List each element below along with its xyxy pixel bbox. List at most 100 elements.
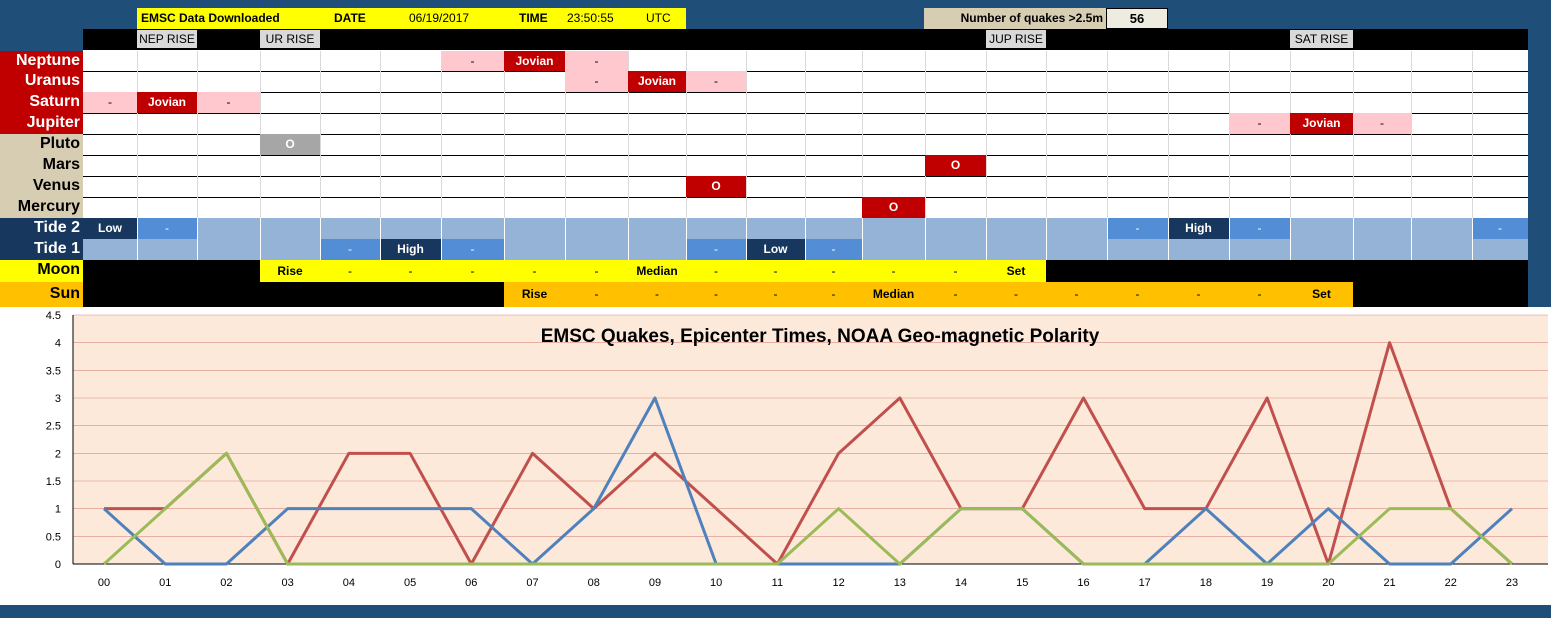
tide1-cell: -	[320, 239, 380, 260]
column-divider	[746, 51, 747, 218]
uranus-cell: -	[686, 71, 746, 92]
tide-column-divider	[1107, 218, 1108, 260]
column-divider	[137, 51, 138, 218]
sun-cell: -	[565, 282, 628, 307]
column-divider	[686, 51, 687, 218]
y-tick-label: 2.5	[46, 421, 61, 433]
moon-cell: -	[686, 260, 746, 282]
tide-column-divider	[441, 218, 442, 260]
time-label: TIME	[519, 11, 548, 25]
mars-cell: O	[925, 155, 986, 176]
y-tick-label: 2	[55, 448, 61, 460]
tide-column-divider	[504, 218, 505, 260]
x-tick-label: 17	[1139, 577, 1151, 589]
sun-cell: -	[686, 282, 746, 307]
y-tick-label: 4.5	[46, 310, 61, 322]
series-line-2	[102, 451, 1514, 566]
rise-label-ur: UR RISE	[260, 30, 320, 48]
tide-column-divider	[1472, 218, 1473, 260]
column-divider	[565, 51, 566, 218]
x-tick-label: 23	[1506, 577, 1518, 589]
series-line-0	[104, 341, 1514, 566]
rise-label-jup: JUP RISE	[986, 30, 1046, 48]
tide-column-divider	[320, 218, 321, 260]
tide2-cell: -	[1472, 218, 1528, 239]
moon-rise-cell: Rise	[260, 260, 320, 282]
jupiter-cell: -	[1229, 113, 1290, 134]
y-tick-label: 1.5	[46, 476, 61, 488]
tide2-high-cell: High	[1168, 218, 1229, 239]
sun-cell: -	[1107, 282, 1168, 307]
row-label-pluto: Pluto	[0, 134, 83, 155]
moon-set-cell: Set	[986, 260, 1046, 282]
y-tick-label: 0	[55, 559, 61, 571]
date-value: 06/19/2017	[409, 11, 470, 25]
sun-set-cell: Set	[1290, 282, 1353, 307]
column-divider	[380, 51, 381, 218]
rise-row	[83, 29, 1528, 50]
x-tick-label: 12	[832, 577, 844, 589]
quake-chart: 0 0.5 1 1.5 2 2.5 3 3.5 4 4.5 00 01 02 03 04 05 06 07 08 09…	[46, 310, 1548, 589]
tide-column-divider	[1229, 218, 1230, 260]
row-label-mars: Mars	[0, 155, 83, 176]
tide-column-divider	[862, 218, 863, 260]
tide-column-divider	[628, 218, 629, 260]
bottom-strip	[0, 605, 1551, 618]
rise-label-sat: SAT RISE	[1290, 30, 1353, 48]
y-tick-label: 4	[55, 338, 61, 350]
neptune-jovian-cell: Jovian	[504, 51, 565, 71]
tide-column-divider	[746, 218, 747, 260]
x-tick-label: 08	[588, 577, 600, 589]
uranus-cell: -	[565, 71, 628, 92]
row-label-venus: Venus	[0, 176, 83, 197]
row-label-mercury: Mercury	[0, 197, 83, 218]
quake-count-label: Number of quakes >2.5m	[924, 8, 1106, 29]
moon-median-cell: Median	[628, 260, 686, 282]
rise-label-nep: NEP RISE	[137, 30, 197, 48]
tide1-cell: -	[805, 239, 862, 260]
tide-column-divider	[565, 218, 566, 260]
column-divider	[986, 51, 987, 218]
header-bar: EMSC Data Downloaded DATE 06/19/2017 TIM…	[137, 8, 686, 29]
date-label: DATE	[334, 11, 366, 25]
tide-column-divider	[137, 218, 138, 260]
tide2-cell: -	[1229, 218, 1290, 239]
tide2-cell: -	[1107, 218, 1168, 239]
moon-cell: -	[565, 260, 628, 282]
row-label-saturn: Saturn	[0, 92, 83, 113]
column-divider	[1229, 51, 1230, 218]
x-tick-label: 16	[1077, 577, 1089, 589]
sun-median-cell: Median	[862, 282, 925, 307]
quake-count-number: 56	[1129, 11, 1145, 26]
source-label: EMSC Data Downloaded	[141, 11, 280, 25]
column-divider	[504, 51, 505, 218]
column-divider	[1046, 51, 1047, 218]
tide-column-divider	[1411, 218, 1412, 260]
x-tick-label: 10	[710, 577, 722, 589]
saturn-cell: -	[197, 92, 260, 113]
plot-background	[73, 315, 1548, 564]
column-divider	[1168, 51, 1169, 218]
sun-cell: -	[925, 282, 986, 307]
x-tick-label: 09	[649, 577, 661, 589]
x-tick-label: 00	[98, 577, 110, 589]
column-divider	[805, 51, 806, 218]
x-tick-label: 01	[159, 577, 171, 589]
row-label-uranus: Uranus	[0, 71, 83, 92]
column-divider	[320, 51, 321, 218]
y-tick-label: 0.5	[46, 531, 61, 543]
moon-cell: -	[504, 260, 565, 282]
tide-column-divider	[1168, 218, 1169, 260]
series-line-1	[102, 396, 1514, 566]
x-tick-label: 19	[1261, 577, 1273, 589]
moon-cell: -	[805, 260, 862, 282]
sun-cell: -	[746, 282, 805, 307]
tide-column-divider	[260, 218, 261, 260]
moon-cell: -	[320, 260, 380, 282]
tide1-low-cell: Low	[746, 239, 805, 260]
tide2-cell: -	[137, 218, 197, 239]
moon-cell: -	[925, 260, 986, 282]
row-label-moon: Moon	[0, 260, 83, 282]
sun-cell: -	[1229, 282, 1290, 307]
chart-panel: 0 0.5 1 1.5 2 2.5 3 3.5 4 4.5 00 01 02 03 04 05 06 07 08 09…	[0, 307, 1551, 605]
